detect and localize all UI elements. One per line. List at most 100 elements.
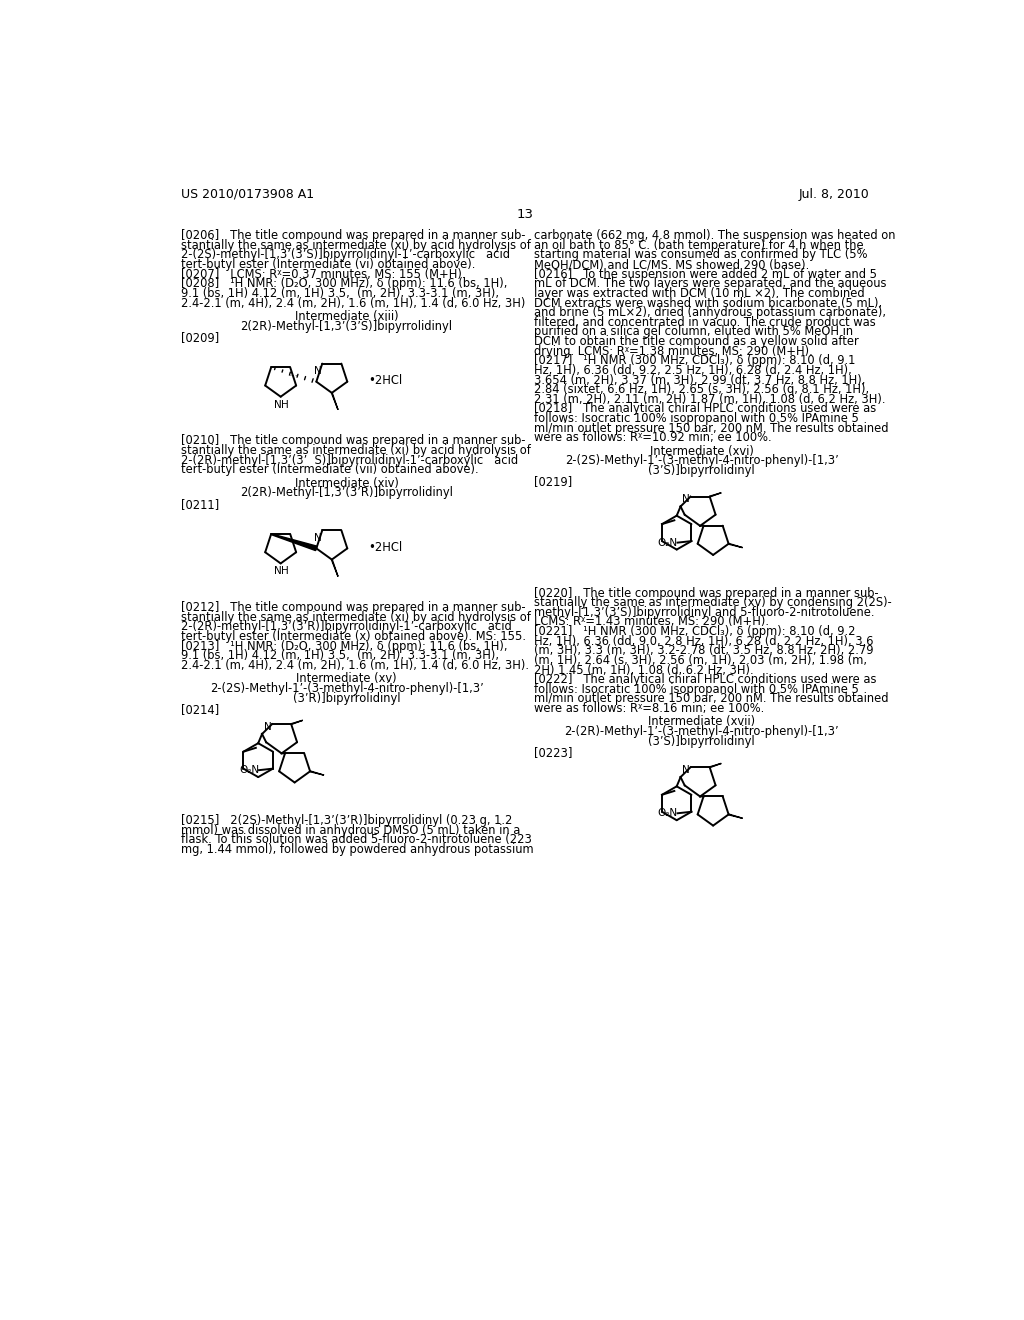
Text: N: N: [682, 764, 690, 775]
Text: Hz, 1H), 6.36 (dd, 9.0, 2.8 Hz, 1H), 6.28 (d, 2.2 Hz, 1H), 3.6: Hz, 1H), 6.36 (dd, 9.0, 2.8 Hz, 1H), 6.2…: [535, 635, 873, 648]
Text: N: N: [274, 566, 283, 577]
Text: starting material was consumed as confirmed by TLC (5%: starting material was consumed as confir…: [535, 248, 867, 261]
Text: DCM to obtain the title compound as a yellow solid after: DCM to obtain the title compound as a ye…: [535, 335, 859, 348]
Text: LCMS: Rᵡ=1.43 minutes, MS: 290 (M+H).: LCMS: Rᵡ=1.43 minutes, MS: 290 (M+H).: [535, 615, 769, 628]
Text: 2.4-2.1 (m, 4H), 2.4 (m, 2H), 1.6 (m, 1H), 1.4 (d, 6.0 Hz, 3H): 2.4-2.1 (m, 4H), 2.4 (m, 2H), 1.6 (m, 1H…: [180, 297, 525, 310]
Text: [0212]   The title compound was prepared in a manner sub-: [0212] The title compound was prepared i…: [180, 601, 525, 614]
Text: 2H) 1.45 (m, 1H), 1.08 (d, 6.2 Hz, 3H).: 2H) 1.45 (m, 1H), 1.08 (d, 6.2 Hz, 3H).: [535, 664, 754, 677]
Text: 2-(2S)-methyl-[1,3’(3’S)]bipyrrolidinyl-1’-carboxylic   acid: 2-(2S)-methyl-[1,3’(3’S)]bipyrrolidinyl-…: [180, 248, 510, 261]
Text: [0208]   ¹H NMR: (D₂O, 300 MHz), δ (ppm): 11.6 (bs, 1H),: [0208] ¹H NMR: (D₂O, 300 MHz), δ (ppm): …: [180, 277, 507, 290]
Text: drying. LCMS: Rᵡ=1.38 minutes, MS: 290 (M+H).: drying. LCMS: Rᵡ=1.38 minutes, MS: 290 (…: [535, 345, 813, 358]
Text: [0211]: [0211]: [180, 498, 219, 511]
Text: were as follows: Rᵡ=8.16 min; ee 100%.: were as follows: Rᵡ=8.16 min; ee 100%.: [535, 702, 764, 715]
Text: [0207]   LCMS: Rᵡ=0.37 minutes, MS: 155 (M+H).: [0207] LCMS: Rᵡ=0.37 minutes, MS: 155 (M…: [180, 268, 465, 281]
Text: tert-butyl ester (Intermediate (x) obtained above). MS: 155.: tert-butyl ester (Intermediate (x) obtai…: [180, 630, 525, 643]
Polygon shape: [332, 560, 338, 577]
Text: [0215]   2(2S)-Methyl-[1,3’(3’R)]bipyrrolidinyl (0.23 g, 1.2: [0215] 2(2S)-Methyl-[1,3’(3’R)]bipyrroli…: [180, 814, 512, 828]
Text: [0222]   The analytical chiral HPLC conditions used were as: [0222] The analytical chiral HPLC condit…: [535, 673, 877, 686]
Text: purified on a silica gel column, eluted with 5% MeOH in: purified on a silica gel column, eluted …: [535, 326, 853, 338]
Text: 3.654 (m, 2H), 3.37 (m, 3H), 2.99 (dt, 3.7 Hz, 8.8 Hz, 1H),: 3.654 (m, 2H), 3.37 (m, 3H), 2.99 (dt, 3…: [535, 374, 865, 387]
Text: O₂N: O₂N: [657, 537, 678, 548]
Text: O₂N: O₂N: [657, 808, 678, 818]
Text: layer was extracted with DCM (10 mL ×2). The combined: layer was extracted with DCM (10 mL ×2).…: [535, 286, 864, 300]
Text: carbonate (662 mg, 4.8 mmol). The suspension was heated on: carbonate (662 mg, 4.8 mmol). The suspen…: [535, 230, 896, 243]
Polygon shape: [310, 771, 324, 775]
Text: mg, 1.44 mmol), followed by powdered anhydrous potassium: mg, 1.44 mmol), followed by powdered anh…: [180, 843, 534, 855]
Text: [0213]   ¹H NMR: (D₂O, 300 MHz), δ (ppm): 11.6 (bs, 1H),: [0213] ¹H NMR: (D₂O, 300 MHz), δ (ppm): …: [180, 640, 507, 652]
Text: 2(2R)-Methyl-[1,3’(3’S)]bipyrrolidinyl: 2(2R)-Methyl-[1,3’(3’S)]bipyrrolidinyl: [241, 319, 453, 333]
Text: ml/min outlet pressure 150 bar, 200 nM. The results obtained: ml/min outlet pressure 150 bar, 200 nM. …: [535, 693, 889, 705]
Polygon shape: [291, 721, 303, 725]
Text: 9.1 (bs, 1H) 4.12 (m, 1H) 3.5,  (m, 2H), 3.3-3.1 (m, 3H),: 9.1 (bs, 1H) 4.12 (m, 1H) 3.5, (m, 2H), …: [180, 649, 499, 663]
Text: [0209]: [0209]: [180, 331, 219, 345]
Text: (m, 3H), 3.3 (m, 3H), 3.2-2.78 (dt, 3.5 Hz, 8.8 Hz, 2H), 2.79: (m, 3H), 3.3 (m, 3H), 3.2-2.78 (dt, 3.5 …: [535, 644, 873, 657]
Text: 2-(2R)-methyl-[1,3’(3’R)]bipyrrolidinyl-1’-carboxylic   acid: 2-(2R)-methyl-[1,3’(3’R)]bipyrrolidinyl-…: [180, 620, 511, 634]
Text: Hz, 1H), 6.36 (dd, 9.2, 2.5 Hz, 1H), 6.28 (d, 2.4 Hz, 1H),: Hz, 1H), 6.36 (dd, 9.2, 2.5 Hz, 1H), 6.2…: [535, 364, 852, 378]
Polygon shape: [728, 544, 742, 548]
Text: H: H: [281, 400, 289, 409]
Text: [0206]   The title compound was prepared in a manner sub-: [0206] The title compound was prepared i…: [180, 230, 525, 243]
Polygon shape: [710, 492, 721, 496]
Text: [0219]: [0219]: [535, 475, 572, 488]
Text: an oil bath to 85° C. (bath temperature) for 4 h when the: an oil bath to 85° C. (bath temperature)…: [535, 239, 863, 252]
Text: flask. To this solution was added 5-fluoro-2-nitrotoluene (223: flask. To this solution was added 5-fluo…: [180, 833, 531, 846]
Text: (3’S)]bipyrrolidinyl: (3’S)]bipyrrolidinyl: [648, 465, 755, 477]
Text: Intermediate (xiii): Intermediate (xiii): [295, 310, 398, 323]
Text: were as follows: Rᵡ=10.92 min; ee 100%.: were as follows: Rᵡ=10.92 min; ee 100%.: [535, 432, 772, 445]
Text: [0217]   ¹H NMR (300 MHz, CDCl₃), δ (ppm): 8.10 (d, 9.1: [0217] ¹H NMR (300 MHz, CDCl₃), δ (ppm):…: [535, 354, 855, 367]
Text: (3’R)]bipyrrolidinyl: (3’R)]bipyrrolidinyl: [293, 692, 400, 705]
Text: tert-butyl ester (Intermediate (vi) obtained above).: tert-butyl ester (Intermediate (vi) obta…: [180, 259, 475, 271]
Text: Intermediate (xvii): Intermediate (xvii): [648, 715, 755, 729]
Text: N: N: [274, 400, 283, 409]
Text: stantially the same as intermediate (xi) by acid hydrolysis of: stantially the same as intermediate (xi)…: [180, 444, 530, 457]
Text: 13: 13: [516, 209, 534, 222]
Text: 2-(2R)-methyl-[1,3’(3’  S)]bipyrrolidinyl-1’-carboxylic   acid: 2-(2R)-methyl-[1,3’(3’ S)]bipyrrolidinyl…: [180, 454, 518, 467]
Text: •2HCl: •2HCl: [369, 541, 402, 554]
Text: 2(2R)-Methyl-[1,3’(3’R)]bipyrrolidinyl: 2(2R)-Methyl-[1,3’(3’R)]bipyrrolidinyl: [240, 487, 453, 499]
Text: Intermediate (xvi): Intermediate (xvi): [649, 445, 754, 458]
Text: 2-(2S)-Methyl-1’-(3-methyl-4-nitro-phenyl)-[1,3’: 2-(2S)-Methyl-1’-(3-methyl-4-nitro-pheny…: [210, 682, 483, 696]
Text: MeOH/DCM) and LC/MS. MS showed 290 (base).: MeOH/DCM) and LC/MS. MS showed 290 (base…: [535, 259, 809, 271]
Text: 2.31 (m, 2H), 2.11 (m, 2H) 1.87 (m, 1H), 1.08 (d, 6.2 Hz, 3H).: 2.31 (m, 2H), 2.11 (m, 2H) 1.87 (m, 1H),…: [535, 393, 886, 405]
Text: [0223]: [0223]: [535, 746, 572, 759]
Text: Intermediate (xv): Intermediate (xv): [296, 672, 397, 685]
Text: [0210]   The title compound was prepared in a manner sub-: [0210] The title compound was prepared i…: [180, 434, 525, 447]
Text: •2HCl: •2HCl: [369, 374, 402, 387]
Text: N: N: [682, 494, 690, 504]
Text: O₂N: O₂N: [239, 766, 259, 775]
Text: methyl-[1,3’(3’S)]bipyrrolidinyl and 5-fluoro-2-nitrotoluene.: methyl-[1,3’(3’S)]bipyrrolidinyl and 5-f…: [535, 606, 874, 619]
Text: N: N: [314, 533, 322, 543]
Polygon shape: [728, 814, 742, 818]
Text: mmol) was dissolved in anhydrous DMSO (5 mL) taken in a: mmol) was dissolved in anhydrous DMSO (5…: [180, 824, 520, 837]
Text: ml/min outlet pressure 150 bar, 200 nM. The results obtained: ml/min outlet pressure 150 bar, 200 nM. …: [535, 422, 889, 434]
Text: (3’S)]bipyrrolidinyl: (3’S)]bipyrrolidinyl: [648, 735, 755, 747]
Text: filtered, and concentrated in vacuo. The crude product was: filtered, and concentrated in vacuo. The…: [535, 315, 876, 329]
Polygon shape: [332, 393, 338, 409]
Text: follows: Isocratic 100% isopropanol with 0.5% IPAmine 5: follows: Isocratic 100% isopropanol with…: [535, 412, 859, 425]
Text: mL of DCM. The two layers were separated, and the aqueous: mL of DCM. The two layers were separated…: [535, 277, 887, 290]
Polygon shape: [710, 763, 721, 768]
Text: 2-(2S)-Methyl-1’-(3-methyl-4-nitro-phenyl)-[1,3’: 2-(2S)-Methyl-1’-(3-methyl-4-nitro-pheny…: [564, 454, 839, 467]
Text: stantially the same as intermediate (xi) by acid hydrolysis of: stantially the same as intermediate (xi)…: [180, 611, 530, 624]
Text: 2.4-2.1 (m, 4H), 2.4 (m, 2H), 1.6 (m, 1H), 1.4 (d, 6.0 Hz, 3H).: 2.4-2.1 (m, 4H), 2.4 (m, 2H), 1.6 (m, 1H…: [180, 659, 528, 672]
Text: Intermediate (xiv): Intermediate (xiv): [295, 477, 398, 490]
Text: [0220]   The title compound was prepared in a manner sub-: [0220] The title compound was prepared i…: [535, 586, 879, 599]
Text: US 2010/0173908 A1: US 2010/0173908 A1: [180, 187, 313, 201]
Text: (m, 1H), 2.64 (s, 3H), 2.56 (m, 1H), 2.03 (m, 2H), 1.98 (m,: (m, 1H), 2.64 (s, 3H), 2.56 (m, 1H), 2.0…: [535, 653, 867, 667]
Text: and brine (5 mL×2), dried (anhydrous potassium carbonate),: and brine (5 mL×2), dried (anhydrous pot…: [535, 306, 886, 319]
Text: [0218]   The analytical chiral HPLC conditions used were as: [0218] The analytical chiral HPLC condit…: [535, 403, 877, 416]
Text: 9.1 (bs, 1H) 4.12 (m, 1H) 3.5,  (m, 2H), 3.3-3.1 (m, 3H),: 9.1 (bs, 1H) 4.12 (m, 1H) 3.5, (m, 2H), …: [180, 286, 499, 300]
Text: H: H: [281, 566, 289, 577]
Text: [0214]: [0214]: [180, 702, 219, 715]
Text: stantially the same as intermediate (xi) by acid hydrolysis of: stantially the same as intermediate (xi)…: [180, 239, 530, 252]
Text: Jul. 8, 2010: Jul. 8, 2010: [798, 187, 869, 201]
Text: N: N: [263, 722, 271, 731]
Text: follows: Isocratic 100% isopropanol with 0.5% IPAmine 5: follows: Isocratic 100% isopropanol with…: [535, 682, 859, 696]
Polygon shape: [271, 533, 317, 550]
Text: [0216]   To the suspension were added 2 mL of water and 5: [0216] To the suspension were added 2 mL…: [535, 268, 878, 281]
Text: N: N: [314, 367, 322, 376]
Text: stantially the same as intermediate (xv) by condensing 2(2S)-: stantially the same as intermediate (xv)…: [535, 597, 892, 609]
Text: [0221]   ¹H NMR (300 MHz, CDCl₃), δ (ppm): 8.10 (d, 9.2: [0221] ¹H NMR (300 MHz, CDCl₃), δ (ppm):…: [535, 626, 856, 638]
Text: ....: ....: [287, 368, 297, 378]
Text: tert-butyl ester (Intermediate (vii) obtained above).: tert-butyl ester (Intermediate (vii) obt…: [180, 463, 478, 477]
